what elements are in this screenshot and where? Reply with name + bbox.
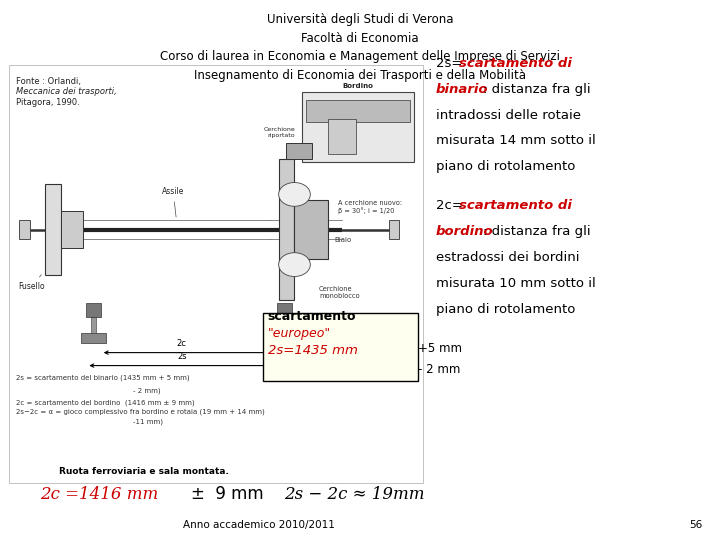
Bar	[306, 100, 410, 122]
Text: bordino: bordino	[436, 225, 493, 238]
Text: A cerchione nuovo:
β = 30°; i = 1/20: A cerchione nuovo: β = 30°; i = 1/20	[338, 200, 402, 214]
Text: scartamento: scartamento	[268, 310, 356, 323]
Text: Assile: Assile	[162, 187, 184, 217]
Text: scartamento di: scartamento di	[459, 199, 572, 212]
Text: 2c=: 2c=	[436, 199, 467, 212]
Text: Cerchione
monoblocco: Cerchione monoblocco	[319, 286, 359, 299]
Text: 2c: 2c	[177, 339, 186, 348]
Bar	[263, 313, 418, 381]
Text: 2s−2c = α = gioco complessivo fra bordino e rotaia (19 mm + 14 mm): 2s−2c = α = gioco complessivo fra bordin…	[16, 409, 264, 415]
Text: : distanza fra gli: : distanza fra gli	[484, 83, 591, 96]
Text: piano di rotolamento: piano di rotolamento	[436, 303, 575, 316]
Text: "europeo": "europeo"	[268, 327, 331, 340]
Text: 2s: 2s	[177, 352, 186, 361]
Circle shape	[279, 183, 310, 206]
Bar	[86, 303, 101, 317]
Circle shape	[279, 253, 310, 276]
Text: 2s − 2c ≈ 19mm: 2s − 2c ≈ 19mm	[284, 487, 425, 503]
Bar	[272, 333, 297, 343]
Bar	[294, 200, 328, 259]
Text: 56: 56	[689, 520, 702, 530]
Text: scartamento di: scartamento di	[459, 57, 572, 70]
Text: 2c = scartamento del bordino  (1416 mm ± 9 mm): 2c = scartamento del bordino (1416 mm ± …	[16, 399, 194, 406]
Text: - 2 mm: - 2 mm	[418, 363, 460, 376]
Text: Corso di laurea in Economia e Management delle Imprese di Servizi: Corso di laurea in Economia e Management…	[160, 50, 560, 63]
Bar	[61, 211, 83, 248]
Text: Ruota ferroviaria e sala montata.: Ruota ferroviaria e sala montata.	[59, 467, 229, 476]
Text: intradossi delle rotaie: intradossi delle rotaie	[436, 109, 580, 122]
Text: Insegnamento di Economia dei Trasporti e della Mobilità: Insegnamento di Economia dei Trasporti e…	[194, 69, 526, 82]
Bar	[286, 143, 312, 159]
Text: Biaio: Biaio	[335, 237, 352, 244]
Text: - 2 mm): - 2 mm)	[16, 387, 161, 394]
Text: 2s=1435 mm: 2s=1435 mm	[268, 345, 358, 357]
Text: Università degli Studi di Verona: Università degli Studi di Verona	[266, 14, 454, 26]
Text: Facoltà di Economia: Facoltà di Economia	[301, 32, 419, 45]
Text: 2s = scartamento del binario (1435 mm + 5 mm): 2s = scartamento del binario (1435 mm + …	[16, 374, 189, 381]
Bar	[45, 184, 61, 275]
Text: +5 mm: +5 mm	[418, 342, 462, 355]
Text: 2c =1416 mm: 2c =1416 mm	[40, 487, 158, 503]
Text: estradossi dei bordini: estradossi dei bordini	[436, 251, 579, 264]
Text: binario: binario	[436, 83, 488, 96]
Text: : distanza fra gli: : distanza fra gli	[484, 225, 591, 238]
Bar	[9, 65, 423, 483]
Text: Pitagora, 1990.: Pitagora, 1990.	[16, 98, 80, 107]
Bar	[302, 92, 414, 162]
Text: Fonte : Orlandi,: Fonte : Orlandi,	[16, 77, 81, 86]
Text: ±  9 mm: ± 9 mm	[191, 485, 264, 503]
Text: piano di rotolamento: piano di rotolamento	[436, 160, 575, 173]
Bar	[279, 159, 294, 300]
Bar	[277, 303, 292, 317]
Text: Meccanica dei trasporti,: Meccanica dei trasporti,	[16, 87, 117, 97]
Text: Bordino: Bordino	[343, 83, 374, 89]
Bar	[282, 317, 287, 333]
Bar	[91, 317, 96, 333]
Text: Fusello: Fusello	[18, 275, 45, 291]
Text: Cerchione
riportato: Cerchione riportato	[264, 127, 295, 138]
Text: misurata 10 mm sotto il: misurata 10 mm sotto il	[436, 277, 595, 290]
Bar	[19, 220, 30, 239]
Text: 2s=: 2s=	[436, 57, 467, 70]
Bar	[328, 119, 356, 154]
Bar	[389, 220, 399, 239]
Text: -11 mm): -11 mm)	[16, 418, 163, 425]
Bar	[81, 333, 106, 343]
Text: Anno accademico 2010/2011: Anno accademico 2010/2011	[184, 520, 335, 530]
Text: misurata 14 mm sotto il: misurata 14 mm sotto il	[436, 134, 595, 147]
